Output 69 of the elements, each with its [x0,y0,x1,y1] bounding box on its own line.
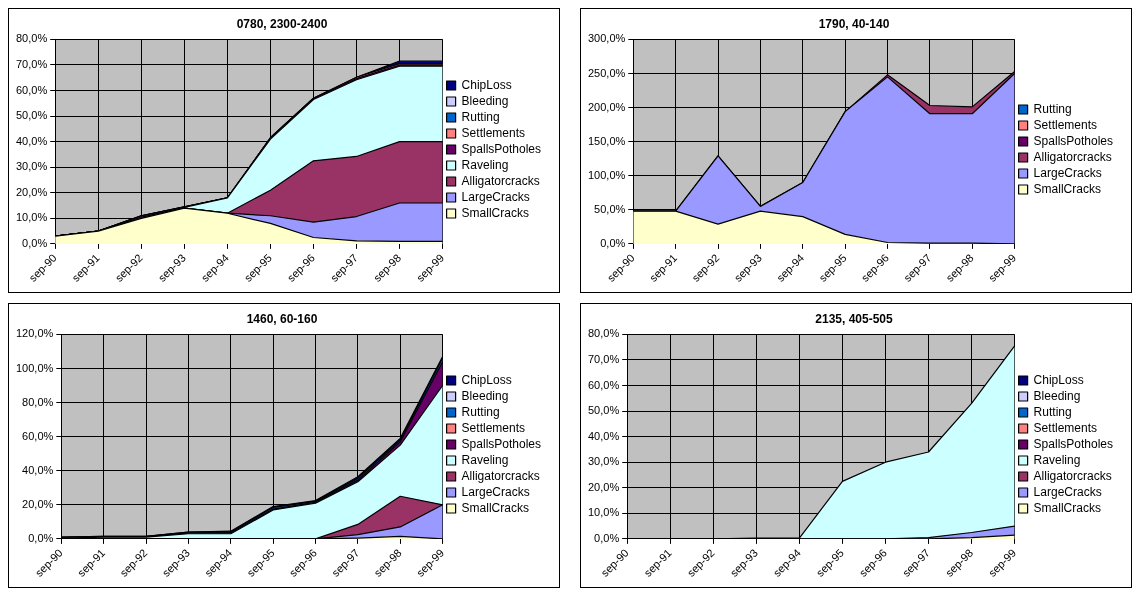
y-tick-label: 40,0% [587,429,620,442]
y-tick-label: 10,0% [587,506,620,519]
legend-label: Raveling [1033,452,1081,467]
legend-label: Settlements [1033,420,1097,435]
legend-label: Raveling [461,452,509,467]
legend-label: ChipLoss [461,77,512,92]
legend-label: ChipLoss [1033,372,1084,387]
legend-label: Raveling [461,157,509,172]
legend-label: Rutting [461,404,500,419]
legend-label: Rutting [1033,404,1072,419]
y-tick-label: 20,0% [15,185,48,198]
y-tick-label: 20,0% [22,497,54,510]
y-tick-label: 40,0% [22,463,54,476]
legend-label: SpallsPotholes [461,436,542,451]
y-tick-label: 200,0% [588,100,626,113]
legend-label: Alligatorcracks [1033,149,1112,164]
legend-label: Bleeding [1033,388,1081,403]
legend-label: LargeCracks [1033,484,1102,499]
legend-label: LargeCracks [1033,165,1102,180]
y-tick-label: 0,0% [600,236,626,249]
legend-label: Rutting [461,109,500,124]
y-tick-label: 70,0% [587,352,620,365]
y-tick-label: 50,0% [15,109,48,122]
legend-label: Settlements [461,125,525,140]
y-tick-label: 10,0% [15,211,48,224]
legend-label: Alligatorcracks [461,468,540,483]
legend-label: ChipLoss [461,372,512,387]
y-tick-label: 50,0% [594,202,626,215]
y-tick-label: 70,0% [15,57,48,70]
legend-label: Alligatorcracks [1033,468,1112,483]
y-tick-label: 20,0% [587,480,620,493]
legend-label: Settlements [1033,117,1097,132]
y-tick-label: 40,0% [15,134,48,147]
legend-label: LargeCracks [461,189,530,204]
y-tick-label: 0,0% [28,531,54,544]
legend-label: Alligatorcracks [461,173,540,188]
chart-title: 2135, 405-505 [815,311,894,326]
y-tick-label: 250,0% [588,66,626,79]
y-tick-label: 60,0% [15,83,48,96]
y-tick-label: 60,0% [22,429,54,442]
legend-label: SpallsPotholes [1033,436,1114,451]
chart-title: 1790, 40-140 [818,16,890,31]
y-tick-label: 120,0% [16,327,54,340]
legend-label: LargeCracks [461,484,530,499]
legend-label: SpallsPotholes [1033,133,1114,148]
legend-label: SpallsPotholes [461,141,542,156]
y-tick-label: 30,0% [587,455,620,468]
legend-label: Rutting [1033,101,1072,116]
y-tick-label: 150,0% [588,134,626,147]
legend-label: SmallCracks [461,500,529,515]
legend-label: Bleeding [461,93,509,108]
y-tick-label: 100,0% [588,168,626,181]
chart-title: 0780, 2300-2400 [236,16,328,31]
y-tick-label: 80,0% [15,32,48,45]
y-tick-label: 100,0% [16,361,54,374]
y-tick-label: 300,0% [588,32,626,45]
y-tick-label: 80,0% [22,395,54,408]
y-tick-label: 80,0% [587,327,620,340]
y-tick-label: 30,0% [15,160,48,173]
y-tick-label: 60,0% [587,378,620,391]
legend-label: SmallCracks [1033,181,1101,196]
y-tick-label: 0,0% [594,531,620,544]
legend-label: Bleeding [461,388,509,403]
y-tick-label: 0,0% [22,236,48,249]
chart-title: 1460, 60-160 [246,311,318,326]
y-tick-label: 50,0% [587,404,620,417]
legend-label: SmallCracks [461,205,529,220]
legend-label: Settlements [461,420,525,435]
legend-label: SmallCracks [1033,500,1101,515]
